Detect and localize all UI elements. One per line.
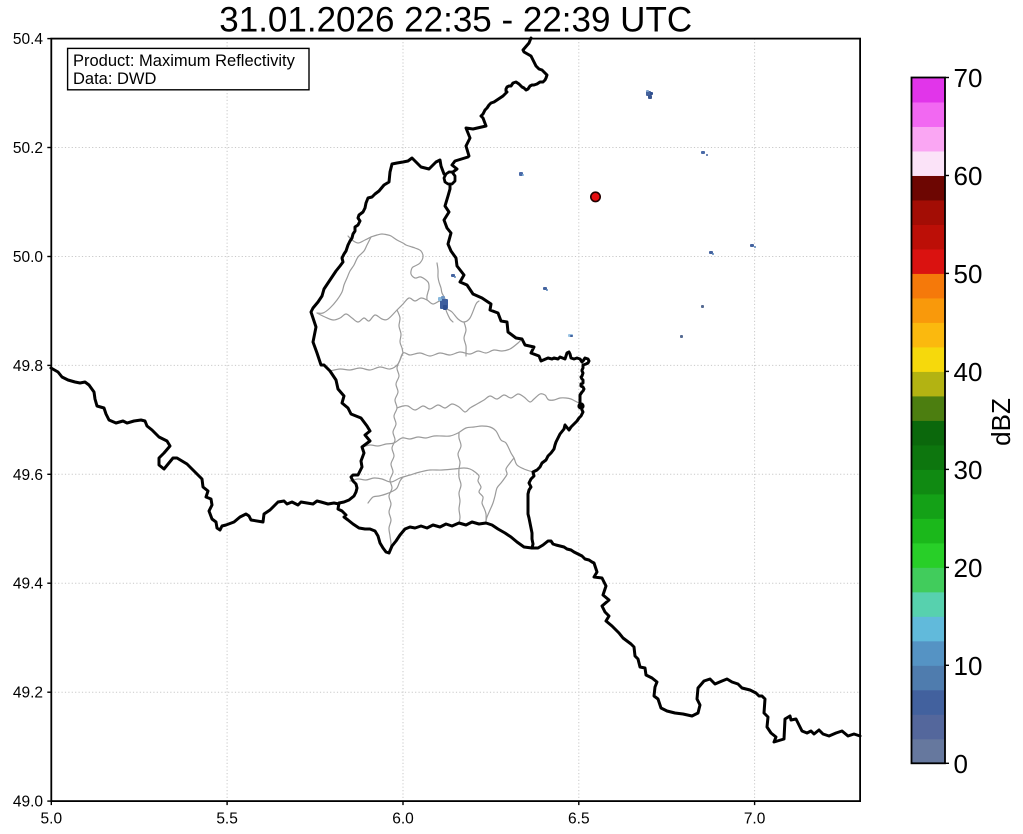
svg-text:6.0: 6.0 (392, 810, 414, 827)
svg-text:50.4: 50.4 (13, 31, 44, 48)
svg-text:60: 60 (954, 161, 983, 191)
svg-text:40: 40 (954, 357, 983, 387)
svg-text:50: 50 (954, 259, 983, 289)
svg-text:Product: Maximum Reflectivity: Product: Maximum Reflectivity (73, 52, 296, 70)
svg-text:dBZ: dBZ (986, 398, 1016, 446)
svg-text:49.0: 49.0 (13, 794, 44, 811)
svg-text:49.2: 49.2 (13, 685, 43, 702)
svg-text:30: 30 (954, 455, 983, 485)
svg-text:0: 0 (954, 749, 968, 779)
svg-text:49.8: 49.8 (13, 358, 43, 375)
svg-text:70: 70 (954, 63, 983, 93)
svg-text:50.2: 50.2 (13, 140, 43, 157)
svg-text:5.0: 5.0 (41, 810, 63, 827)
svg-text:49.4: 49.4 (13, 576, 44, 593)
svg-text:5.5: 5.5 (216, 810, 238, 827)
svg-text:10: 10 (954, 651, 983, 681)
svg-text:7.0: 7.0 (744, 810, 766, 827)
svg-text:50.0: 50.0 (13, 249, 44, 266)
svg-text:20: 20 (954, 553, 983, 583)
svg-text:6.5: 6.5 (568, 810, 590, 827)
svg-text:Data: DWD: Data: DWD (73, 70, 157, 88)
svg-text:31.01.2026 22:35 - 22:39 UTC: 31.01.2026 22:35 - 22:39 UTC (219, 1, 692, 40)
svg-text:49.6: 49.6 (13, 467, 43, 484)
